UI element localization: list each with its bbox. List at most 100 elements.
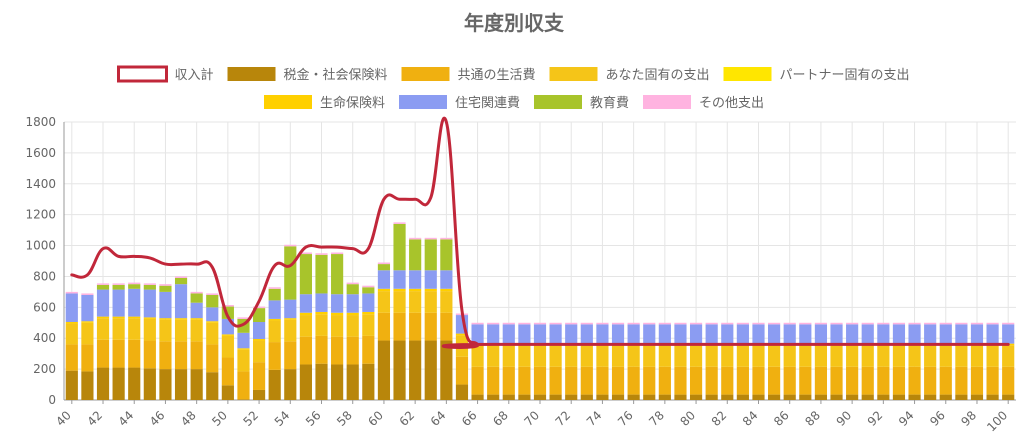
bar-segment[interactable] <box>721 322 734 325</box>
bar-segment[interactable] <box>565 322 578 325</box>
bar-segment[interactable] <box>377 262 391 265</box>
bar-segment[interactable] <box>237 371 250 400</box>
bar-segment[interactable] <box>159 319 172 342</box>
bar-segment[interactable] <box>736 324 749 344</box>
bar-segment[interactable] <box>939 345 952 367</box>
bar-segment[interactable] <box>518 324 531 344</box>
bar-segment[interactable] <box>924 324 937 344</box>
bar-segment[interactable] <box>440 270 453 289</box>
bar-segment[interactable] <box>143 283 156 285</box>
bar-segment[interactable] <box>783 322 796 325</box>
bar-segment[interactable] <box>502 324 515 344</box>
bar-segment[interactable] <box>892 366 906 395</box>
legend-swatch[interactable] <box>117 65 168 83</box>
bar-segment[interactable] <box>580 345 593 367</box>
bar-segment[interactable] <box>96 339 110 368</box>
bar-segment[interactable] <box>96 283 110 285</box>
bar-segment[interactable] <box>861 366 874 395</box>
bar-segment[interactable] <box>268 369 281 400</box>
bar-segment[interactable] <box>955 366 968 395</box>
bar-segment[interactable] <box>96 316 110 319</box>
bar-segment[interactable] <box>736 366 749 395</box>
bar-segment[interactable] <box>190 293 203 303</box>
bar-segment[interactable] <box>424 270 437 289</box>
bar-segment[interactable] <box>1002 394 1015 400</box>
bar-segment[interactable] <box>440 340 453 400</box>
bar-segment[interactable] <box>908 366 921 395</box>
bar-segment[interactable] <box>502 394 515 400</box>
bar-segment[interactable] <box>986 324 999 344</box>
bar-segment[interactable] <box>518 366 531 395</box>
bar-segment[interactable] <box>970 322 984 325</box>
bar-segment[interactable] <box>1002 324 1015 344</box>
legend-label[interactable]: 共通の生活費 <box>458 68 536 83</box>
bar-segment[interactable] <box>658 394 671 400</box>
bar-segment[interactable] <box>986 394 999 400</box>
bar-segment[interactable] <box>908 394 921 400</box>
bar-segment[interactable] <box>814 345 828 367</box>
bar-segment[interactable] <box>299 294 312 313</box>
bar-segment[interactable] <box>611 366 625 395</box>
bar-segment[interactable] <box>331 252 344 255</box>
bar-segment[interactable] <box>471 394 484 400</box>
bar-segment[interactable] <box>237 348 250 350</box>
bar-segment[interactable] <box>596 366 609 395</box>
bar-segment[interactable] <box>424 291 437 313</box>
bar-segment[interactable] <box>939 394 952 400</box>
bar-segment[interactable] <box>393 270 406 289</box>
bar-segment[interactable] <box>705 394 718 400</box>
bar-segment[interactable] <box>768 394 781 400</box>
bar-segment[interactable] <box>471 324 484 344</box>
legend-swatch[interactable] <box>534 95 582 109</box>
bar-segment[interactable] <box>174 341 188 370</box>
bar-segment[interactable] <box>237 332 250 349</box>
bar-segment[interactable] <box>206 372 219 400</box>
bar-segment[interactable] <box>440 288 453 292</box>
bar-segment[interactable] <box>924 394 937 400</box>
bar-segment[interactable] <box>674 324 687 344</box>
bar-segment[interactable] <box>658 322 671 325</box>
bar-segment[interactable] <box>736 322 749 325</box>
legend-label[interactable]: その他支出 <box>699 96 764 111</box>
bar-segment[interactable] <box>565 345 578 367</box>
bar-segment[interactable] <box>783 345 796 367</box>
bar-segment[interactable] <box>533 322 547 325</box>
bar-segment[interactable] <box>377 340 391 400</box>
bar-segment[interactable] <box>705 345 718 367</box>
bar-segment[interactable] <box>128 339 141 368</box>
bar-segment[interactable] <box>284 369 297 400</box>
bar-segment[interactable] <box>237 317 250 319</box>
bar-segment[interactable] <box>393 288 406 292</box>
bar-segment[interactable] <box>362 311 375 315</box>
bar-segment[interactable] <box>346 315 359 337</box>
bar-segment[interactable] <box>768 345 781 367</box>
bar-segment[interactable] <box>362 293 375 312</box>
bar-segment[interactable] <box>143 284 156 290</box>
bar-segment[interactable] <box>471 322 484 325</box>
bar-segment[interactable] <box>643 366 656 395</box>
bar-segment[interactable] <box>736 345 749 367</box>
bar-segment[interactable] <box>206 344 219 373</box>
bar-segment[interactable] <box>409 270 422 289</box>
bar-segment[interactable] <box>596 322 609 325</box>
bar-segment[interactable] <box>487 345 500 367</box>
income-line[interactable] <box>70 116 1010 349</box>
bar-segment[interactable] <box>299 315 312 337</box>
bar-segment[interactable] <box>440 239 453 271</box>
bar-segment[interactable] <box>237 399 250 400</box>
bar-segment[interactable] <box>830 345 843 367</box>
bar-segment[interactable] <box>970 366 984 395</box>
bar-segment[interactable] <box>284 341 297 370</box>
bar-segment[interactable] <box>455 384 469 400</box>
legend-swatch[interactable] <box>643 95 691 109</box>
bar-segment[interactable] <box>752 345 765 367</box>
bar-segment[interactable] <box>487 322 500 325</box>
bar-segment[interactable] <box>643 345 656 367</box>
bar-segment[interactable] <box>65 293 78 323</box>
bar-segment[interactable] <box>362 335 375 364</box>
bar-segment[interactable] <box>206 293 219 295</box>
bar-segment[interactable] <box>315 253 328 255</box>
bar-segment[interactable] <box>689 394 703 400</box>
bar-segment[interactable] <box>174 277 188 285</box>
bar-segment[interactable] <box>424 340 437 400</box>
